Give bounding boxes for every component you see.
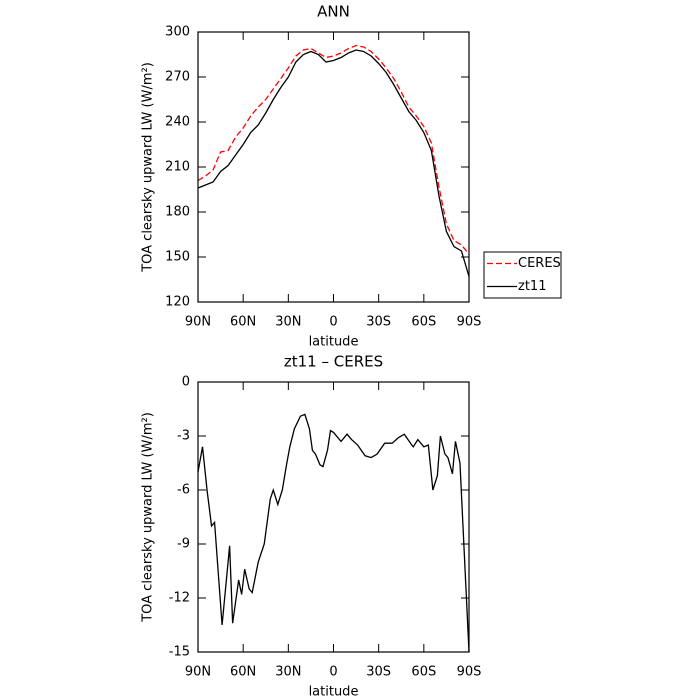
y-tick-label: 150 bbox=[165, 250, 190, 265]
y-axis-label: TOA clearsky upward LW (W/m²) bbox=[141, 62, 156, 273]
y-tick-label: 240 bbox=[165, 115, 190, 130]
series-line bbox=[197, 49, 470, 277]
x-axis-label: latitude bbox=[309, 685, 359, 700]
x-tick-label: 60S bbox=[411, 665, 436, 680]
x-tick-label: 0 bbox=[329, 315, 337, 330]
plot-frame bbox=[197, 31, 470, 303]
y-tick-label: 210 bbox=[165, 160, 190, 175]
x-tick-label: 90N bbox=[185, 665, 211, 680]
x-tick-label: 90S bbox=[457, 315, 482, 330]
x-tick-label: 60N bbox=[230, 665, 256, 680]
y-tick-label: -15 bbox=[169, 645, 190, 660]
y-tick-label: 0 bbox=[182, 375, 190, 390]
chart-title: ANN bbox=[317, 3, 350, 21]
x-tick-label: 90S bbox=[457, 665, 482, 680]
y-tick-label: 270 bbox=[165, 70, 190, 85]
y-axis-label: TOA clearsky upward LW (W/m²) bbox=[141, 412, 156, 623]
x-tick-label: 30S bbox=[366, 665, 391, 680]
y-tick-label: -6 bbox=[177, 483, 190, 498]
x-tick-label: 60N bbox=[230, 315, 256, 330]
x-tick-label: 0 bbox=[329, 665, 337, 680]
y-tick-label: -3 bbox=[177, 429, 190, 444]
series-line bbox=[197, 44, 470, 255]
plot-frame bbox=[197, 381, 470, 653]
x-axis-label: latitude bbox=[309, 335, 359, 350]
x-tick-label: 30N bbox=[275, 315, 301, 330]
y-tick-label: 120 bbox=[165, 295, 190, 310]
y-tick-label: -12 bbox=[169, 591, 190, 606]
legend-box bbox=[483, 251, 562, 299]
y-tick-label: 180 bbox=[165, 205, 190, 220]
y-tick-label: 300 bbox=[165, 25, 190, 40]
chart-title: zt11 – CERES bbox=[284, 353, 383, 371]
x-tick-label: 90N bbox=[185, 315, 211, 330]
series-line bbox=[197, 413, 470, 653]
x-tick-label: 60S bbox=[411, 315, 436, 330]
legend-label: CERES bbox=[518, 256, 561, 271]
x-tick-label: 30N bbox=[275, 665, 301, 680]
y-tick-label: -9 bbox=[177, 537, 190, 552]
legend-label: zt11 bbox=[518, 279, 546, 294]
x-tick-label: 30S bbox=[366, 315, 391, 330]
